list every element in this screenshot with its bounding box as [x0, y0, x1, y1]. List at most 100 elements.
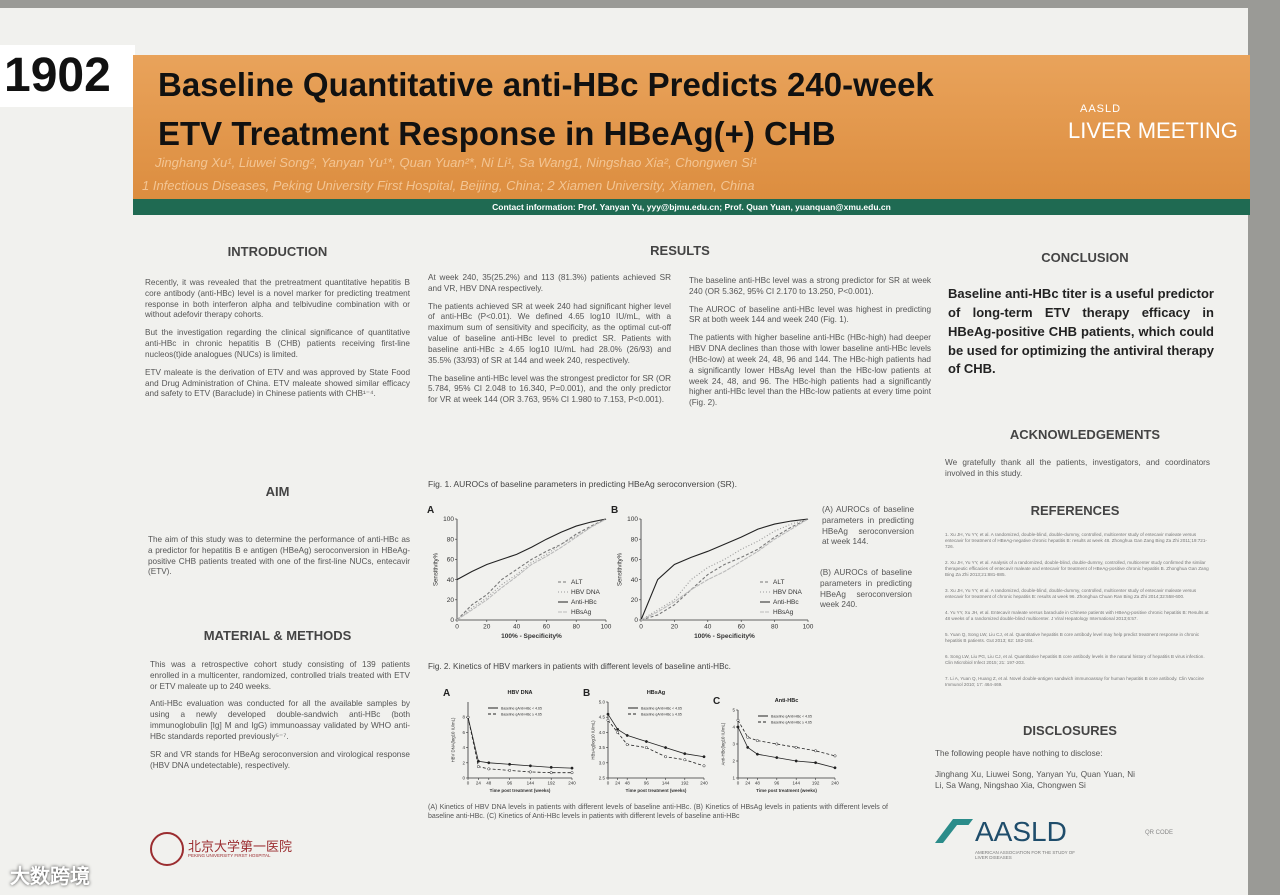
data-point — [549, 771, 553, 775]
y-axis-label: Anti-HBc(log10 IU/mL) — [721, 722, 726, 765]
paragraph: SR and VR stands for HBeAg seroconversio… — [150, 749, 410, 770]
number-box — [0, 45, 135, 107]
data-line — [467, 717, 573, 769]
data-point — [755, 739, 759, 743]
x-tick-label: 192 — [681, 781, 689, 786]
legend-label: ALT — [571, 579, 582, 586]
data-point — [736, 718, 740, 722]
affiliations: 1 Infectious Diseases, Peking University… — [142, 178, 755, 193]
header-band — [133, 55, 1250, 200]
paragraph: Anti-HBc evaluation was conducted for al… — [150, 699, 410, 741]
data-point — [833, 766, 837, 770]
data-point — [606, 718, 610, 722]
legend-label: ALT — [773, 579, 784, 586]
paragraph: 4. Yu YY, Xu JH, et al. Entecavir maleat… — [945, 609, 1209, 621]
section-text: Jinghang Xu, Liuwei Song, Yanyan Yu, Qua… — [935, 770, 1135, 790]
x-tick-label: 96 — [644, 781, 650, 786]
figure-caption: (A) Kinetics of HBV DNA levels in patien… — [428, 804, 888, 821]
data-point — [683, 752, 687, 756]
paragraph: The patients with higher baseline anti-H… — [689, 333, 931, 408]
section-heading: MATERIAL & METHODS — [203, 628, 352, 643]
x-tick-label: 60 — [543, 624, 551, 631]
y-tick-label: 100 — [443, 516, 454, 523]
data-point — [746, 735, 750, 739]
watermark: 大数跨境 — [10, 866, 90, 888]
y-tick-label: 80 — [447, 536, 455, 543]
y-tick-label: 2.5 — [599, 776, 606, 781]
data-point — [616, 727, 620, 731]
y-tick-label: 40 — [631, 577, 639, 584]
legend-label: HBV DNA — [571, 589, 601, 596]
x-tick-label: 80 — [771, 624, 779, 631]
panel-letter: B — [611, 505, 618, 516]
paragraph: The patients achieved SR at week 240 had… — [428, 301, 671, 365]
x-tick-label: 0 — [467, 781, 470, 786]
y-tick-label: 100 — [627, 516, 638, 523]
data-point — [814, 749, 818, 753]
data-point — [794, 745, 798, 749]
panel-letter: A — [443, 688, 450, 699]
x-tick-label: 144 — [527, 781, 535, 786]
paragraph: 6. Song LW, Liu PG, Liu CJ, et al. Quant… — [945, 653, 1205, 665]
y-tick-label: 4 — [462, 745, 465, 750]
paragraph: 7. Li A, Yuan Q, Huang Z, et al. Novel d… — [945, 675, 1204, 687]
section-text: The following people have nothing to dis… — [935, 749, 1103, 758]
paragraph: But the investigation regarding the clin… — [145, 328, 410, 359]
x-tick-label: 60 — [738, 624, 746, 631]
y-axis-label: HBsAg(log10 IU/mL) — [591, 720, 596, 760]
x-tick-label: 240 — [831, 781, 839, 786]
data-point — [644, 746, 648, 750]
legend-label: Baseline qAnti-HBc < 4.65 — [771, 715, 812, 719]
poster-number: 1902 — [4, 49, 111, 102]
section-heading: ACKNOWLEDGEMENTS — [1009, 427, 1161, 442]
paragraph: ETV maleate is the derivation of ETV and… — [145, 367, 410, 399]
paragraph: The aim of this study was to determine t… — [148, 535, 410, 577]
paragraph: Recently, it was revealed that the pretr… — [145, 278, 410, 320]
panel-letter: B — [583, 688, 590, 699]
data-line — [640, 518, 809, 621]
paragraph: This was a retrospective cohort study co… — [150, 660, 410, 691]
x-tick-label: 100 — [601, 624, 612, 631]
y-tick-label: 2 — [462, 760, 465, 765]
y-tick-label: 60 — [631, 557, 639, 564]
figure-note: (A) AUROCs of baseline parameters in pre… — [822, 505, 914, 547]
section-heading: REFERENCES — [1030, 503, 1120, 518]
x-axis-label: 100% - Specificity% — [501, 633, 562, 640]
y-tick-label: 40 — [447, 577, 455, 584]
y-tick-label: 2 — [732, 759, 735, 764]
authors: Jinghang Xu¹, Liuwei Song², Yanyan Yu¹*,… — [155, 155, 757, 170]
section-heading: INTRODUCTION — [227, 244, 328, 259]
data-point — [466, 715, 470, 719]
x-tick-label: 96 — [507, 781, 513, 786]
data-point — [664, 746, 668, 750]
x-tick-label: 0 — [607, 781, 610, 786]
data-line — [607, 713, 705, 758]
x-tick-label: 240 — [568, 781, 576, 786]
y-tick-label: 5 — [732, 708, 735, 713]
x-tick-label: 144 — [792, 781, 800, 786]
y-tick-label: 20 — [447, 597, 455, 604]
data-point — [814, 761, 818, 765]
paragraph: 5. Yuan Q, Song LW, Liu CJ, et al. Quant… — [945, 631, 1200, 643]
data-point — [702, 764, 706, 768]
paragraph: 2. Xu JH, Yu YY, et al. Analysis of a ra… — [945, 559, 1209, 577]
paragraph: At week 240, 35(25.2%) and 113 (81.3%) p… — [428, 273, 671, 293]
x-tick-label: 48 — [625, 781, 631, 786]
qr-label: QR CODE — [1145, 830, 1174, 836]
data-point — [736, 725, 740, 729]
y-tick-label: 20 — [631, 597, 639, 604]
section-heading: RESULTS — [650, 243, 710, 258]
x-tick-label: 40 — [513, 624, 521, 631]
y-tick-label: 6 — [462, 730, 465, 735]
data-point — [775, 756, 779, 760]
section-text: This was a retrospective cohort study co… — [150, 660, 410, 778]
data-point — [746, 745, 750, 749]
section-heading: CONCLUSION — [1041, 250, 1129, 265]
section-heading: AIM — [265, 484, 290, 499]
data-line — [607, 719, 705, 767]
y-tick-label: 1 — [732, 776, 735, 781]
y-axis-label: Sensitivity% — [433, 552, 440, 586]
data-line — [456, 518, 607, 581]
section-text: At week 240, 35(25.2%) and 113 (81.3%) p… — [428, 273, 671, 413]
